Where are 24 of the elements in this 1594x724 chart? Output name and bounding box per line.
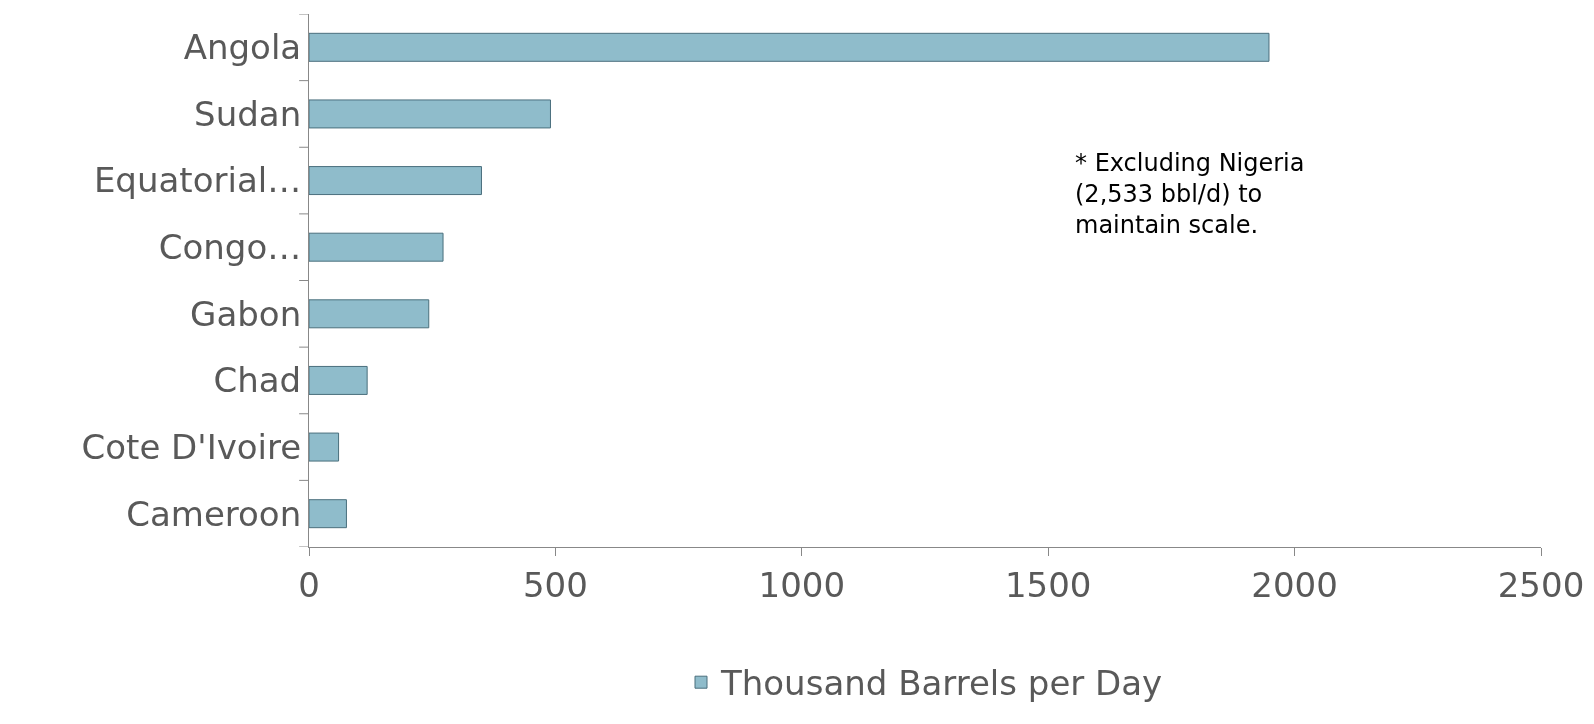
x-tick-label: 1000 — [758, 564, 846, 605]
bar — [309, 432, 340, 462]
bar — [309, 99, 551, 129]
y-tick-label: Equatorial… — [93, 160, 302, 201]
x-tick-label: 2000 — [1251, 564, 1338, 605]
x-tick-label: 0 — [298, 564, 320, 605]
y-tick-label: Angola — [183, 27, 302, 68]
bar — [309, 232, 444, 262]
bar — [309, 499, 347, 529]
bar — [309, 299, 430, 329]
x-tick-label: 2500 — [1497, 564, 1585, 605]
legend-label: Thousand Barrels per Day — [720, 663, 1163, 704]
y-tick-label: Congo… — [158, 227, 302, 268]
bar — [309, 365, 368, 395]
x-tick-label: 1500 — [1004, 564, 1092, 605]
x-tick-label: 500 — [522, 564, 588, 605]
y-tick-label: Cameroon — [126, 493, 302, 534]
y-tick-label: Sudan — [194, 93, 302, 134]
y-tick-label: Cote D'Ivoire — [81, 426, 302, 467]
bar — [309, 32, 1270, 62]
annotation: * Excluding Nigeria (2,533 bbl/d) to maintain scale. — [1075, 149, 1305, 240]
y-tick-label: Gabon — [190, 293, 302, 334]
y-tick-label: Chad — [213, 360, 302, 401]
bar — [309, 166, 482, 196]
